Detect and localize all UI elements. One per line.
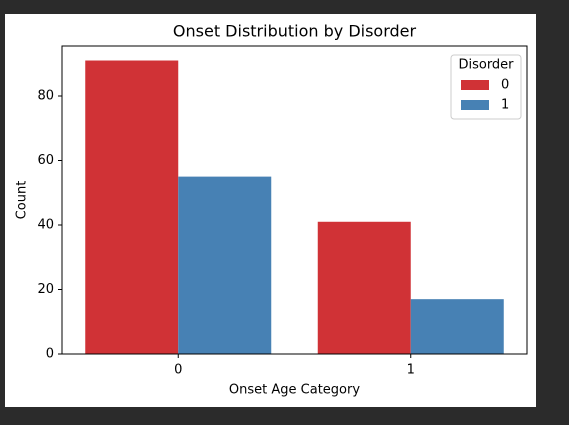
- x-tick-label: 1: [407, 363, 415, 378]
- y-axis-label: Count: [15, 181, 30, 220]
- plot-frame: [61, 45, 528, 355]
- bar: [178, 176, 272, 354]
- y-tick-label: 20: [37, 282, 54, 297]
- legend-swatch: [461, 100, 489, 110]
- bar: [410, 299, 504, 354]
- legend-title: Disorder: [458, 58, 514, 73]
- y-tick-label: 0: [46, 347, 54, 362]
- x-tick-label: 0: [174, 363, 182, 378]
- bar: [85, 60, 179, 354]
- y-tick-label: 40: [37, 217, 54, 232]
- y-tick-label: 80: [37, 88, 54, 103]
- legend-swatch: [461, 80, 489, 90]
- bar: [317, 221, 411, 354]
- x-axis-label: Onset Age Category: [229, 383, 360, 398]
- y-tick-label: 60: [37, 153, 54, 168]
- legend-label: 1: [501, 98, 509, 113]
- legend-label: 0: [501, 78, 509, 93]
- chart-title: Onset Distribution by Disorder: [173, 22, 417, 41]
